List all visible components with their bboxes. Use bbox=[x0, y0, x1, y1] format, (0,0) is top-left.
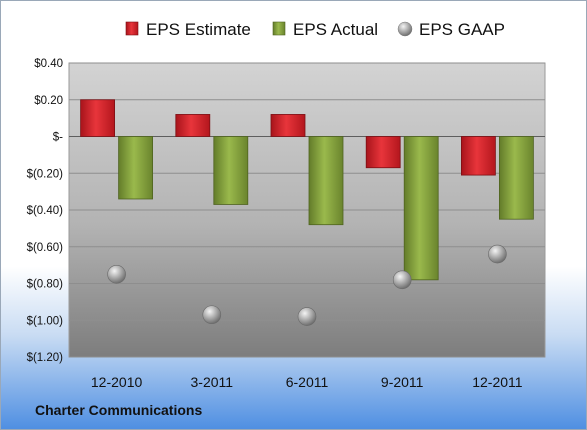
eps-actual-bar bbox=[403, 136, 439, 281]
eps-gaap-marker bbox=[107, 265, 126, 284]
x-category-label: 12-2011 bbox=[472, 374, 523, 390]
y-tick-label: $(0.40) bbox=[27, 205, 64, 217]
x-category-label: 9-2011 bbox=[381, 374, 424, 390]
legend-eps-actual-label: EPS Actual bbox=[293, 20, 378, 39]
eps-actual-bar bbox=[213, 136, 249, 205]
eps-actual-bar bbox=[118, 136, 153, 200]
y-tick-label: $- bbox=[53, 132, 63, 144]
y-tick-label: $0.20 bbox=[34, 95, 63, 107]
y-tick-label: $(1.00) bbox=[27, 315, 64, 327]
legend-eps-estimate-label: EPS Estimate bbox=[146, 20, 251, 39]
y-tick-label: $0.40 bbox=[34, 58, 63, 70]
eps-gaap-marker bbox=[392, 270, 412, 290]
eps-actual-bar bbox=[308, 136, 344, 226]
eps-gaap-marker bbox=[488, 244, 507, 264]
company-name: Charter Communications bbox=[35, 402, 203, 418]
legend-eps-estimate-swatch bbox=[125, 21, 139, 36]
eps-estimate-bar bbox=[80, 99, 115, 137]
x-category-label: 6-2011 bbox=[286, 374, 329, 390]
y-tick-label: $(0.20) bbox=[27, 168, 64, 180]
eps-actual-bar bbox=[498, 136, 534, 220]
eps-estimate-bar bbox=[270, 114, 306, 137]
y-tick-label: $(1.20) bbox=[27, 352, 64, 364]
eps-gaap-marker bbox=[297, 307, 317, 326]
eps-estimate-bar bbox=[175, 114, 211, 137]
legend-eps-actual-swatch bbox=[272, 21, 286, 36]
legend-eps-gaap-label: EPS GAAP bbox=[419, 20, 505, 39]
x-category-label: 3-2011 bbox=[191, 374, 234, 390]
y-tick-label: $(0.60) bbox=[27, 242, 64, 254]
eps-gaap-marker bbox=[202, 305, 222, 325]
y-tick-label: $(0.80) bbox=[27, 279, 64, 291]
eps-estimate-bar bbox=[460, 136, 496, 176]
eps-estimate-bar bbox=[365, 136, 401, 169]
legend-eps-gaap-swatch bbox=[397, 21, 413, 37]
x-category-label: 12-2010 bbox=[91, 374, 143, 390]
